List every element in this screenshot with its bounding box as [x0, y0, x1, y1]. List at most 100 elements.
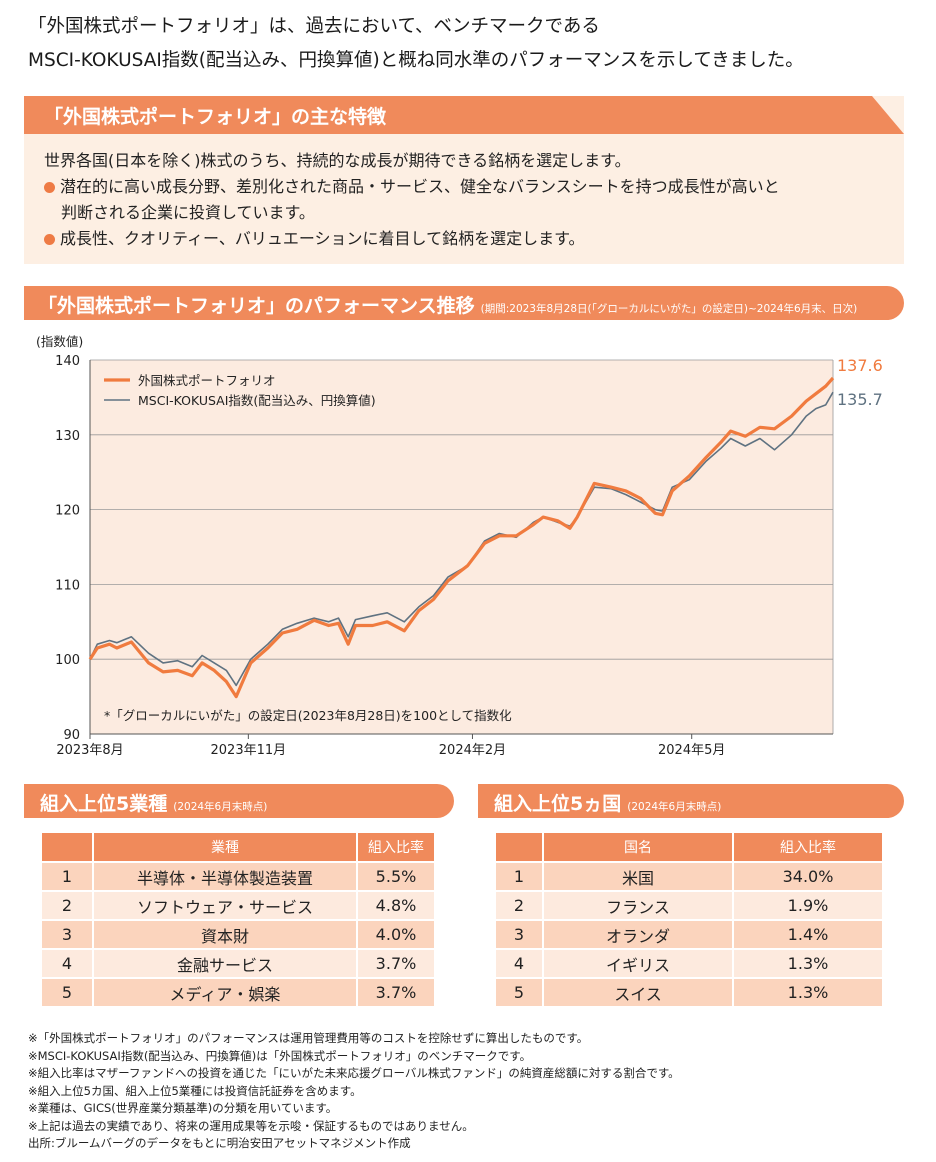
features-panel: 「外国株式ポートフォリオ」の主な特徴 世界各国(日本を除く)株式のうち、持続的な… — [24, 96, 904, 264]
rank-cell: 3 — [42, 921, 92, 948]
sectors-col-name: 業種 — [94, 833, 356, 861]
ratio-cell: 4.8% — [358, 892, 434, 919]
y-axis-label: (指数値) — [36, 334, 83, 349]
footnote: ※業種は、GICS(世界産業分類基準)の分類を用いています。 — [28, 1101, 338, 1115]
countries-table-header-row: 国名 組入比率 — [496, 833, 882, 861]
sectors-table: 業種 組入比率 1 半導体・半導体製造装置 5.5% 2 ソフトウェア・サービス 4.8… — [40, 831, 436, 1008]
performance-title: 「外国株式ポートフォリオ」のパフォーマンス推移 — [38, 295, 475, 317]
portfolio-series-line — [88, 376, 835, 699]
table-row: 4 金融サービス 3.7% — [42, 950, 434, 977]
features-body: 世界各国(日本を除く)株式のうち、持続的な成長が期待できる銘柄を選定します。 潜… — [44, 148, 780, 252]
ratio-cell: 1.3% — [734, 950, 882, 977]
countries-col-rank — [496, 833, 542, 861]
performance-period: (期間:2023年8月28日(「グローカルにいがた」の設定日)~2024年6月末… — [480, 303, 858, 315]
sector-cell: 金融サービス — [94, 950, 356, 977]
ratio-cell: 4.0% — [358, 921, 434, 948]
rank-cell: 5 — [496, 979, 542, 1006]
ratio-cell: 3.7% — [358, 979, 434, 1006]
legend-label: 外国株式ポートフォリオ — [138, 373, 276, 388]
sector-cell: メディア・娯楽 — [94, 979, 356, 1006]
series-end-label: 137.6 — [837, 356, 883, 375]
table-row: 3 オランダ 1.4% — [496, 921, 882, 948]
source-note: 出所:ブルームバーグのデータをもとに明治安田アセットマネジメント作成 — [28, 1136, 411, 1150]
chart-annotation: *「グローカルにいがた」の設定日(2023年8月28日)を100として指数化 — [104, 708, 512, 723]
features-bullet-1-cont: 判断される企業に投資しています。 — [61, 203, 315, 222]
ratio-cell: 34.0% — [734, 863, 882, 890]
country-cell: 米国 — [544, 863, 732, 890]
intro-line-2: MSCI-KOKUSAI指数(配当込み、円換算値)と概ね同水準のパフォーマンスを… — [28, 50, 804, 71]
rank-cell: 1 — [496, 863, 542, 890]
sectors-header-bar — [24, 784, 454, 818]
y-tick-label: 90 — [63, 728, 80, 743]
y-tick-label: 100 — [55, 653, 80, 668]
performance-title-wrap: 「外国株式ポートフォリオ」のパフォーマンス推移 (期間:2023年8月28日(「グ… — [38, 291, 857, 318]
countries-header-bar — [478, 784, 904, 818]
bullet-dot-icon — [44, 234, 55, 245]
table-row: 4 イギリス 1.3% — [496, 950, 882, 977]
sectors-col-ratio: 組入比率 — [358, 833, 434, 861]
y-tick-label: 120 — [55, 504, 80, 519]
table-row: 2 ソフトウェア・サービス 4.8% — [42, 892, 434, 919]
table-row: 1 米国 34.0% — [496, 863, 882, 890]
country-cell: フランス — [544, 892, 732, 919]
table-row: 2 フランス 1.9% — [496, 892, 882, 919]
countries-header: 組入上位5ヵ国 (2024年6月末時点) — [478, 784, 904, 818]
sectors-title: 組入上位5業種 — [40, 793, 168, 815]
countries-table: 国名 組入比率 1 米国 34.0% 2 フランス 1.9% 3 オランダ 1.4% 4 イギ… — [494, 831, 884, 1008]
countries-title-wrap: 組入上位5ヵ国 (2024年6月末時点) — [494, 789, 721, 816]
features-bullet-1-text: 潜在的に高い成長分野、差別化された商品・サービス、健全なバランスシートを持つ成長… — [60, 177, 780, 196]
features-header-bar — [24, 96, 904, 134]
table-row: 1 半導体・半導体製造装置 5.5% — [42, 863, 434, 890]
sector-cell: 資本財 — [94, 921, 356, 948]
sectors-asof: (2024年6月末時点) — [173, 801, 268, 813]
y-tick-label: 140 — [55, 354, 80, 369]
series-end-label: 135.7 — [837, 390, 883, 409]
footnotes: ※「外国株式ポートフォリオ」のパフォーマンスは運用管理費用等のコストを控除せずに… — [28, 1030, 680, 1153]
table-row: 5 メディア・娯楽 3.7% — [42, 979, 434, 1006]
footnote: ※上記は過去の実績であり、将来の運用成果等を示唆・保証するものではありません。 — [28, 1118, 474, 1133]
y-tick-label: 130 — [55, 429, 80, 444]
ratio-cell: 5.5% — [358, 863, 434, 890]
rank-cell: 4 — [496, 950, 542, 977]
bullet-dot-icon — [44, 182, 55, 193]
plot-area — [90, 360, 833, 734]
rank-cell: 2 — [42, 892, 92, 919]
y-tick-label: 110 — [55, 578, 80, 593]
rank-cell: 2 — [496, 892, 542, 919]
features-bullet-2: 成長性、クオリティー、バリュエーションに着目して銘柄を選定します。 — [44, 226, 780, 252]
sectors-table-header-row: 業種 組入比率 — [42, 833, 434, 861]
sectors-title-wrap: 組入上位5業種 (2024年6月末時点) — [40, 789, 267, 816]
footnote: ※組入上位5カ国、組入上位5業種には投資信託証券を含めます。 — [28, 1083, 362, 1098]
country-cell: イギリス — [544, 950, 732, 977]
footnote: ※組入比率はマザーファンドへの投資を通じた「にいがた未来応援グローバル株式ファン… — [28, 1066, 680, 1080]
features-lead: 世界各国(日本を除く)株式のうち、持続的な成長が期待できる銘柄を選定します。 — [44, 151, 631, 170]
footnote: ※「外国株式ポートフォリオ」のパフォーマンスは運用管理費用等のコストを控除せずに… — [28, 1031, 589, 1045]
rank-cell: 1 — [42, 863, 92, 890]
features-bullet-2-text: 成長性、クオリティー、バリュエーションに着目して銘柄を選定します。 — [60, 229, 585, 248]
ratio-cell: 1.4% — [734, 921, 882, 948]
country-cell: スイス — [544, 979, 732, 1006]
rank-cell: 3 — [496, 921, 542, 948]
performance-header: 「外国株式ポートフォリオ」のパフォーマンス推移 (期間:2023年8月28日(「グ… — [24, 286, 904, 320]
features-title: 「外国株式ポートフォリオ」の主な特徴 — [44, 106, 387, 128]
countries-asof: (2024年6月末時点) — [627, 801, 722, 813]
sector-cell: 半導体・半導体製造装置 — [94, 863, 356, 890]
sectors-col-rank — [42, 833, 92, 861]
ratio-cell: 1.9% — [734, 892, 882, 919]
x-tick-label: 2024年5月 — [658, 743, 725, 758]
countries-title: 組入上位5ヵ国 — [494, 793, 622, 815]
intro-text: 「外国株式ポートフォリオ」は、過去において、ベンチマークである MSCI-KOK… — [28, 10, 918, 78]
table-row: 5 スイス 1.3% — [496, 979, 882, 1006]
intro-line-1: 「外国株式ポートフォリオ」は、過去において、ベンチマークである — [28, 16, 600, 37]
performance-chart: 90 100 110 120 130 140 (指数値) 2023年8月 2023年11月 202… — [36, 334, 883, 758]
country-cell: オランダ — [544, 921, 732, 948]
x-tick-label: 2023年8月 — [56, 743, 123, 758]
footnote: ※MSCI-KOKUSAI指数(配当込み、円換算値)は「外国株式ポートフォリオ」… — [28, 1048, 532, 1063]
features-bullet-1: 潜在的に高い成長分野、差別化された商品・サービス、健全なバランスシートを持つ成長… — [44, 174, 780, 200]
legend-label: MSCI-KOKUSAI指数(配当込み、円換算値) — [138, 393, 376, 408]
rank-cell: 5 — [42, 979, 92, 1006]
performance-header-bar — [24, 286, 904, 320]
countries-col-name: 国名 — [544, 833, 732, 861]
sectors-header: 組入上位5業種 (2024年6月末時点) — [24, 784, 454, 818]
rank-cell: 4 — [42, 950, 92, 977]
